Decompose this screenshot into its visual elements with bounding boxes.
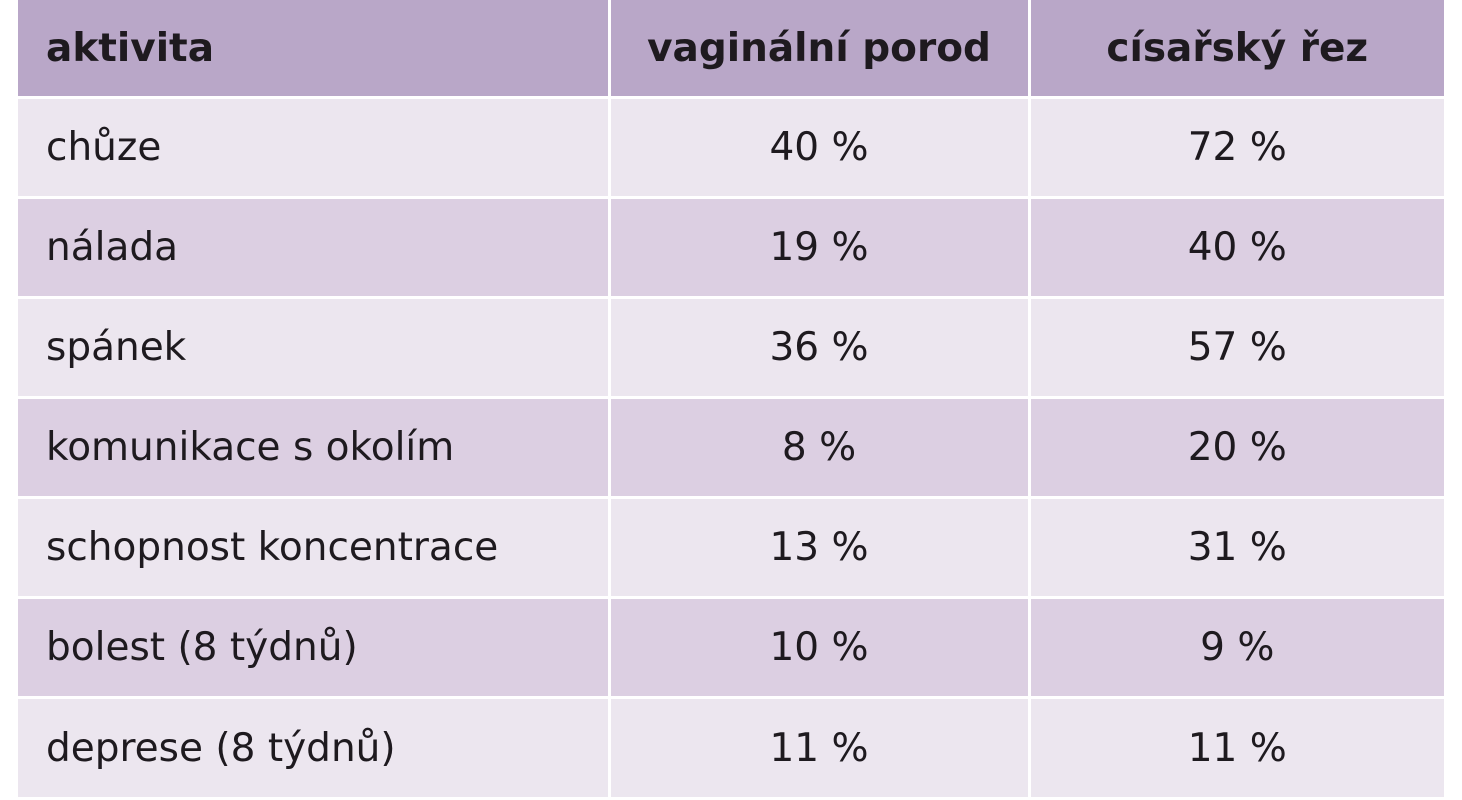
table-row: schopnost koncentrace 13 % 31 % [18, 497, 1444, 599]
cesarean-value: 57 % [1029, 297, 1444, 399]
vaginal-birth-value: 10 % [609, 597, 1031, 699]
vaginal-birth-value: 13 % [609, 497, 1031, 599]
activity-cell: schopnost koncentrace [18, 497, 611, 599]
column-header-vaginal-birth: vaginální porod [609, 0, 1031, 99]
table-row: bolest (8 týdnů) 10 % 9 % [18, 597, 1444, 699]
activity-cell: spánek [18, 297, 611, 399]
table-row: spánek 36 % 57 % [18, 297, 1444, 399]
activity-cell: deprese (8 týdnů) [18, 697, 611, 797]
table-row: chůze 40 % 72 % [18, 97, 1444, 199]
cesarean-value: 31 % [1029, 497, 1444, 599]
comparison-table: aktivita vaginální porod císařský řez ch… [18, 0, 1444, 797]
vaginal-birth-value: 36 % [609, 297, 1031, 399]
vaginal-birth-value: 8 % [609, 397, 1031, 499]
vaginal-birth-value: 11 % [609, 697, 1031, 797]
activity-cell: nálada [18, 197, 611, 299]
cesarean-value: 40 % [1029, 197, 1444, 299]
vaginal-birth-value: 40 % [609, 97, 1031, 199]
activity-cell: komunikace s okolím [18, 397, 611, 499]
cesarean-value: 20 % [1029, 397, 1444, 499]
comparison-table-container: aktivita vaginální porod císařský řez ch… [18, 0, 1444, 797]
cesarean-value: 11 % [1029, 697, 1444, 797]
cesarean-value: 9 % [1029, 597, 1444, 699]
table-row: deprese (8 týdnů) 11 % 11 % [18, 697, 1444, 797]
vaginal-birth-value: 19 % [609, 197, 1031, 299]
column-header-activity: aktivita [18, 0, 611, 99]
activity-cell: bolest (8 týdnů) [18, 597, 611, 699]
table-row: komunikace s okolím 8 % 20 % [18, 397, 1444, 499]
table-row: nálada 19 % 40 % [18, 197, 1444, 299]
column-header-cesarean: císařský řez [1029, 0, 1444, 99]
cesarean-value: 72 % [1029, 97, 1444, 199]
table-header-row: aktivita vaginální porod císařský řez [18, 0, 1444, 99]
activity-cell: chůze [18, 97, 611, 199]
